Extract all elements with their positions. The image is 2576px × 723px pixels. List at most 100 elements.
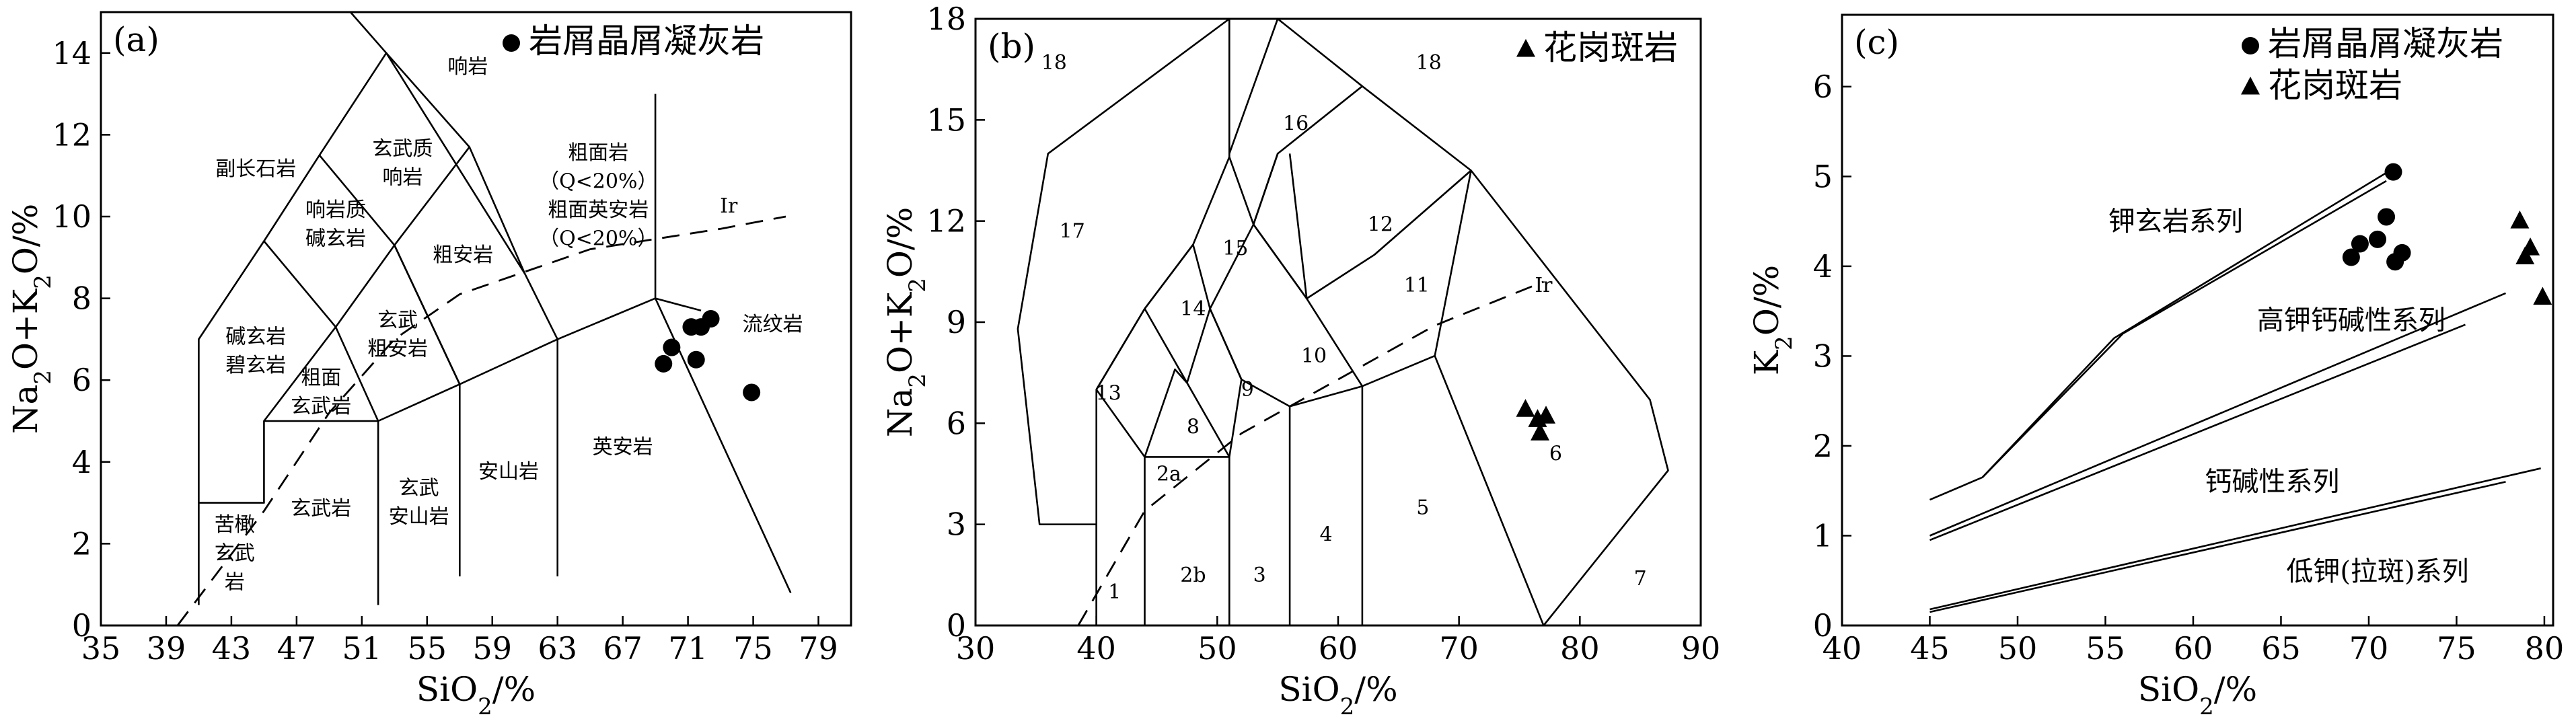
field-label: 7 xyxy=(1634,567,1647,591)
data-point-circle xyxy=(702,310,720,328)
y-tick-label: 12 xyxy=(926,203,966,239)
field-label: 低钾(拉斑)系列 xyxy=(2286,556,2468,587)
x-tick-label: 60 xyxy=(1319,630,1358,667)
x-tick-label: 90 xyxy=(1681,630,1721,667)
field-boundary-line xyxy=(394,245,461,385)
field-label: 玄武岩 xyxy=(291,497,351,521)
field-label: 碱玄岩 xyxy=(225,325,286,348)
field-label: 苦橄 xyxy=(215,513,255,537)
field-label: 13 xyxy=(1096,381,1121,405)
field-label: 粗面岩 xyxy=(568,141,628,165)
field-label: 安山岩 xyxy=(389,505,449,529)
field-boundary-line xyxy=(1228,18,1279,154)
field-label: 副长石岩 xyxy=(215,157,296,181)
x-tick-label: 71 xyxy=(668,630,708,667)
y-tick-label: 0 xyxy=(947,607,966,644)
field-label: 9 xyxy=(1241,378,1254,402)
field-label: 玄武质 xyxy=(372,137,433,161)
field-boundary-line xyxy=(1929,292,2507,537)
field-label: 10 xyxy=(1301,344,1327,368)
x-tick-label: 70 xyxy=(2349,630,2389,667)
x-axis-label: SiO2/% xyxy=(2138,670,2257,720)
legend-marker xyxy=(503,34,520,52)
field-boundary-line xyxy=(1192,244,1545,626)
field-label: Ir xyxy=(720,194,738,218)
data-point-circle xyxy=(2369,230,2387,248)
x-axis-label: SiO2/% xyxy=(1278,670,1397,720)
field-label: 粗面 xyxy=(301,366,341,389)
field-boundary-line xyxy=(1434,170,1472,356)
x-tick-label: 55 xyxy=(408,630,447,667)
y-tick-label: 5 xyxy=(1813,158,1833,194)
field-label: 安山岩 xyxy=(478,460,539,484)
field-boundary-line xyxy=(1929,166,2396,501)
field-label: 碱玄岩 xyxy=(305,227,366,251)
data-point-triangle xyxy=(2533,287,2552,305)
x-tick-label: 50 xyxy=(1198,630,1237,667)
field-label: 18 xyxy=(1416,51,1442,75)
field-boundary-line xyxy=(1144,308,1230,458)
x-tick-label: 63 xyxy=(538,630,577,667)
y-tick-label: 9 xyxy=(947,304,966,340)
panel-a-tas-diagram: 35 39 43 47 51 55 59 63 67 71 75 79 0 2 4 6 8 10 12 14 SiO2/… xyxy=(0,0,875,723)
y-tick-label: 14 xyxy=(52,35,91,71)
x-tick-label: 80 xyxy=(1560,630,1600,667)
data-point-circle xyxy=(2342,248,2360,266)
legend-marker xyxy=(2242,37,2259,54)
x-tick-label: 47 xyxy=(277,630,317,667)
y-tick-label: 3 xyxy=(947,506,966,543)
x-tick-label: 67 xyxy=(603,630,642,667)
field-label: 高钾钙碱性系列 xyxy=(2257,305,2445,336)
y-tick-label: 4 xyxy=(1813,248,1833,284)
field-label: （Q<20%） xyxy=(539,169,657,193)
field-boundary-line xyxy=(1929,467,2541,611)
legend-marker xyxy=(2241,76,2260,95)
y-axis-label: Na2O+K2O/% xyxy=(6,204,57,434)
field-label: 流纹岩 xyxy=(743,313,803,336)
plot-frame xyxy=(100,11,852,627)
y-tick-label: 2 xyxy=(72,525,91,562)
field-boundary-line xyxy=(654,93,792,593)
data-point-circle xyxy=(2393,243,2411,262)
data-point-triangle xyxy=(2510,211,2530,229)
field-label: 玄武 xyxy=(215,542,255,566)
data-point-circle xyxy=(687,350,705,369)
x-tick-label: 39 xyxy=(147,630,186,667)
field-label: 16 xyxy=(1283,112,1309,135)
field-label: 岩 xyxy=(225,570,245,594)
data-point-circle xyxy=(663,338,681,356)
x-tick-label: 45 xyxy=(1910,630,1950,667)
x-tick-label: 70 xyxy=(1439,630,1479,667)
x-tick-label: 35 xyxy=(81,630,121,667)
field-label: 钾玄岩系列 xyxy=(2108,206,2243,237)
y-tick-label: 6 xyxy=(72,362,91,398)
field-boundary-line xyxy=(1929,481,2506,613)
x-tick-label: 80 xyxy=(2525,630,2565,667)
chart-2-svg: 40 45 50 55 60 65 70 75 800123456SiO2/%K2O/%(c)钾… xyxy=(1749,13,2565,720)
field-boundary-line xyxy=(385,52,526,274)
ir-dashed-line xyxy=(176,215,786,626)
legend-label: 花岗斑岩 xyxy=(1543,28,1678,67)
field-label: 玄武 xyxy=(399,476,439,500)
data-point-triangle xyxy=(2515,246,2535,265)
y-tick-label: 18 xyxy=(926,1,966,37)
field-boundary-line xyxy=(1288,153,1308,299)
field-boundary-line xyxy=(1228,379,1243,457)
field-boundary-line xyxy=(1253,169,1472,300)
field-label: 14 xyxy=(1180,297,1206,321)
field-label: （Q<20%） xyxy=(539,227,657,251)
x-tick-label: 51 xyxy=(342,630,382,667)
field-label: 18 xyxy=(1041,51,1067,75)
field-boundary-line xyxy=(1095,389,1146,458)
chart-1-svg: 30 40 50 60 70 80 900369121518SiO2/%Na2O+K2O/%… xyxy=(881,1,1721,720)
field-boundary-line xyxy=(1017,17,1669,626)
panel-c-k2o-sio2-diagram: 40 45 50 55 60 65 70 75 80 0 1 2 3 4 5 6 SiO2/% K2O/% (c) 钾… xyxy=(1749,0,2576,723)
field-label: 5 xyxy=(1416,496,1429,520)
y-tick-label: 3 xyxy=(1813,338,1833,374)
field-boundary-line xyxy=(1981,180,2387,478)
field-label: 2a xyxy=(1156,463,1181,486)
x-tick-label: 55 xyxy=(2086,630,2125,667)
x-axis-label: SiO2/% xyxy=(416,670,536,720)
field-boundary-line xyxy=(198,420,379,605)
field-boundary-line xyxy=(1209,308,1243,380)
